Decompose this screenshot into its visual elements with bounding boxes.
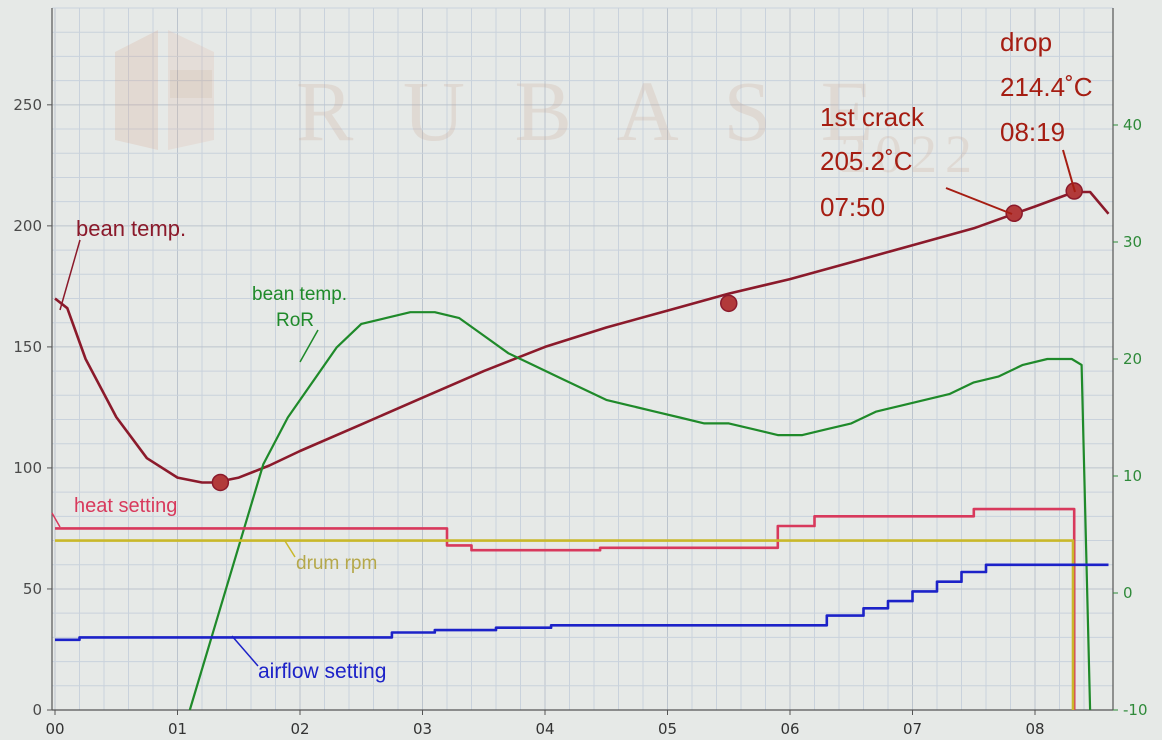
label-heat-setting: heat setting [74, 495, 177, 517]
event-markers [211, 182, 1083, 492]
leader-heat [51, 512, 61, 528]
drum-rpm-line [55, 539, 1075, 710]
watermark-logo [115, 30, 214, 150]
y-left-tick-label: 250 [13, 96, 42, 114]
leader-drum [284, 540, 296, 558]
annotation-leaders [51, 149, 1076, 667]
x-ticks: 00 01 02 03 04 05 06 07 08 [45, 710, 1045, 738]
y-left-tick-label: 100 [13, 459, 42, 477]
y-right-tick-label: -10 [1123, 701, 1148, 719]
leader-drop [1062, 149, 1076, 193]
leader-ror [299, 329, 319, 363]
x-tick-label: 00 [45, 720, 64, 738]
x-tick-label: 04 [535, 720, 554, 738]
heat-setting-line [55, 507, 1076, 710]
drop-temp: 214.4˚C [1000, 72, 1093, 102]
watermark: R U B A S E 2022 [115, 30, 980, 184]
label-bean-temp: bean temp. [76, 216, 186, 241]
first-crack-temp: 205.2˚C [820, 146, 913, 176]
leader-bean-temp [59, 239, 81, 311]
y-right-tick-label: 0 [1123, 584, 1133, 602]
watermark-year: 2022 [840, 124, 980, 184]
label-drum-rpm: drum rpm [296, 553, 377, 574]
x-tick-label: 01 [168, 720, 187, 738]
y-right-tick-label: 30 [1123, 233, 1142, 251]
y-right-ticks: -10 0 10 20 30 40 [1113, 116, 1148, 719]
x-tick-label: 07 [903, 720, 922, 738]
x-tick-label: 06 [780, 720, 799, 738]
y-left-tick-label: 50 [23, 580, 42, 598]
watermark-text: R U B A S E [296, 63, 887, 159]
label-airflow-setting: airflow setting [258, 660, 386, 683]
bean-temp-line [54, 190, 1110, 484]
event-marker [1005, 204, 1023, 223]
label-ror-line1: bean temp. [252, 284, 347, 305]
first-crack-time: 07:50 [820, 192, 885, 222]
leader-airflow [231, 635, 259, 667]
x-tick-label: 02 [290, 720, 309, 738]
drop-time: 08:19 [1000, 117, 1065, 147]
x-tick-label: 08 [1025, 720, 1044, 738]
event-marker [211, 473, 230, 492]
y-right-tick-label: 20 [1123, 350, 1142, 368]
ror-line [188, 311, 1092, 711]
y-left-tick-label: 150 [13, 338, 42, 356]
leader-first-crack [945, 187, 1013, 215]
label-ror-line2: RoR [276, 310, 314, 331]
y-left-ticks: 0 50 100 150 200 250 [13, 96, 52, 719]
x-tick-label: 03 [413, 720, 432, 738]
airflow-setting-line [55, 563, 1109, 642]
first-crack-title: 1st crack [820, 102, 925, 132]
y-right-tick-label: 40 [1123, 116, 1142, 134]
y-left-tick-label: 200 [13, 217, 42, 235]
drop-title: drop [1000, 27, 1052, 57]
series-lines [54, 190, 1110, 711]
y-right-tick-label: 10 [1123, 467, 1142, 485]
event-marker [720, 294, 738, 313]
x-tick-label: 05 [658, 720, 677, 738]
y-left-tick-label: 0 [32, 701, 42, 719]
